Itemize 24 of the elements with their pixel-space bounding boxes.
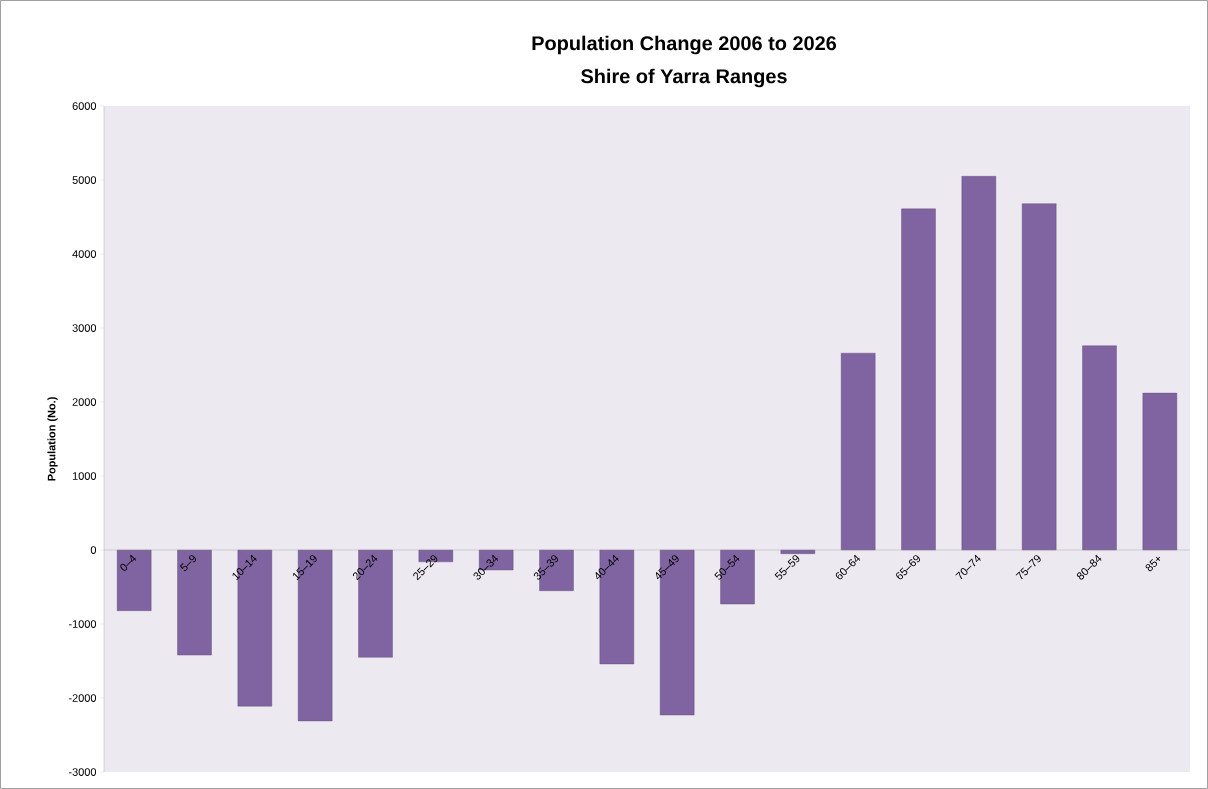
bar — [961, 176, 997, 551]
y-tick-label: 0 — [90, 546, 97, 554]
y-tick-label: 3000 — [72, 324, 97, 332]
y-tick-label: 4000 — [72, 250, 97, 258]
bar — [116, 549, 152, 611]
bar — [840, 352, 876, 551]
bar — [177, 549, 212, 656]
bar — [1082, 345, 1117, 551]
y-tick-label: -3000 — [68, 768, 97, 776]
x-tick-label: 5–9 — [179, 555, 197, 571]
y-tick-label: 2000 — [72, 398, 97, 406]
y-tick-label: 1000 — [72, 472, 97, 480]
bar — [1142, 392, 1178, 551]
y-axis-title: Population (No.) — [47, 397, 58, 481]
chart-subtitle: Shire of Yarra Ranges — [581, 68, 787, 88]
x-tick-label: 85+ — [1145, 556, 1161, 572]
y-tick-label: 5000 — [72, 176, 97, 184]
bar — [1021, 203, 1057, 551]
y-tick-label: 6000 — [72, 102, 97, 110]
y-tick-label: -1000 — [68, 620, 97, 628]
chart-title: Population Change 2006 to 2026 — [532, 35, 837, 55]
y-tick-label: -2000 — [68, 694, 97, 702]
bar — [901, 208, 936, 551]
x-tick-label: 0–4 — [120, 554, 137, 571]
